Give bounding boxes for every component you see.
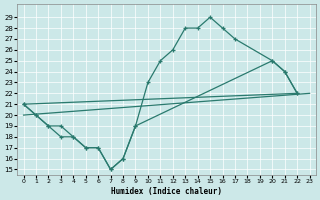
X-axis label: Humidex (Indice chaleur): Humidex (Indice chaleur) bbox=[111, 187, 222, 196]
